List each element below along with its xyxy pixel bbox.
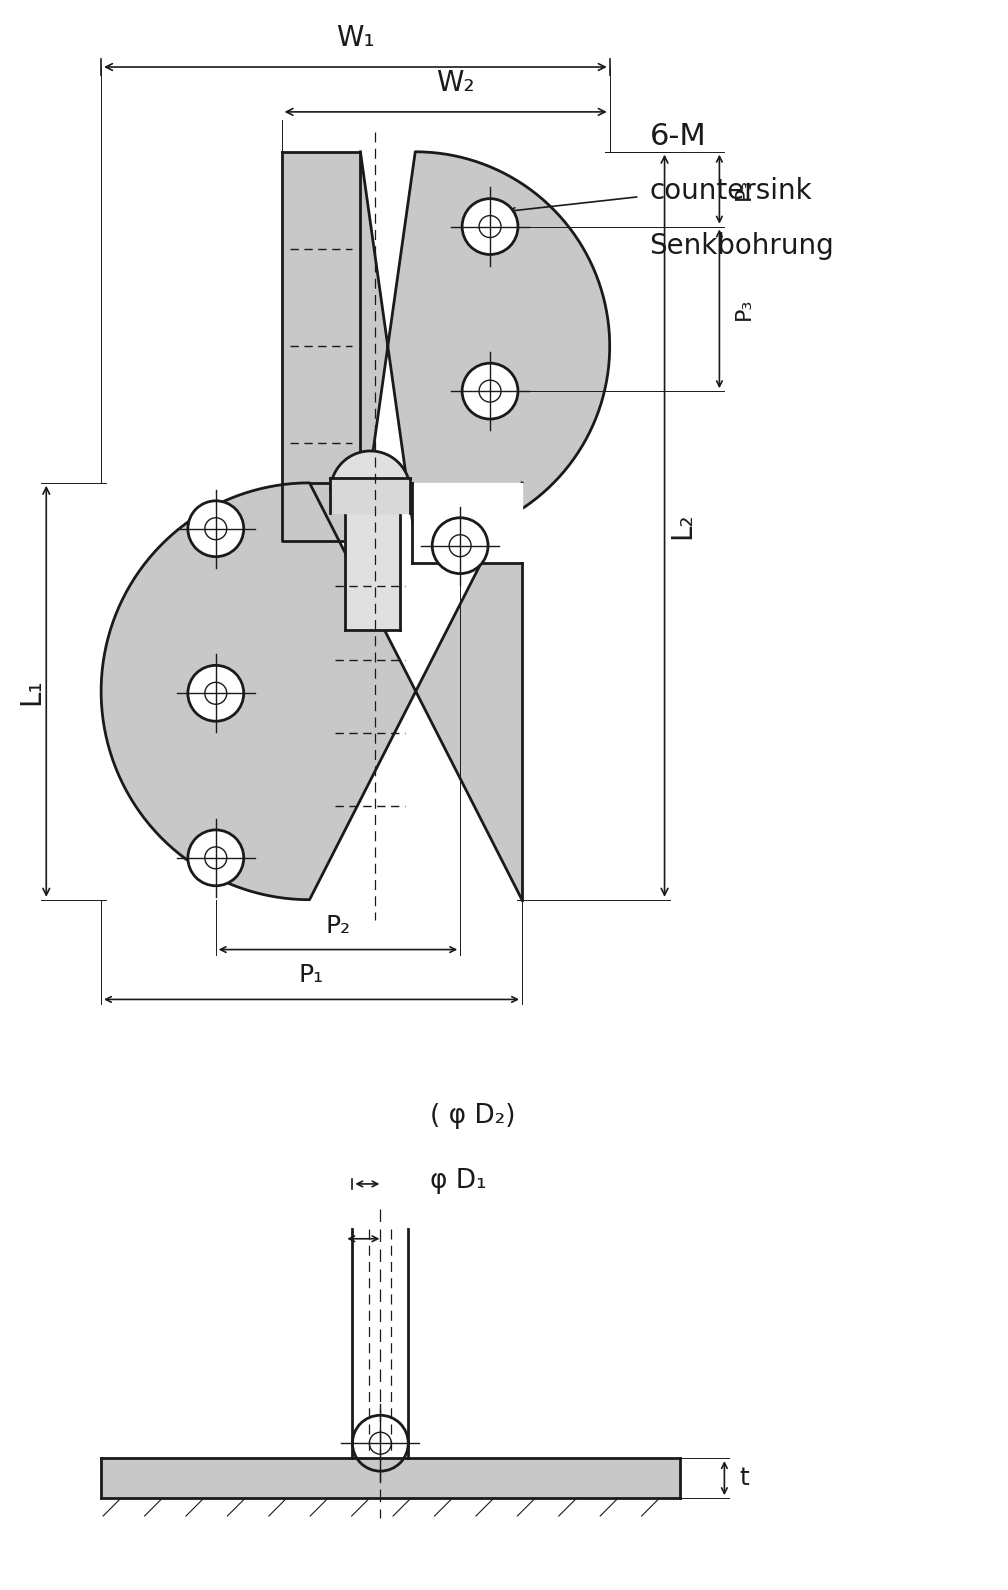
Text: W₂: W₂ — [436, 68, 475, 97]
Circle shape — [462, 199, 518, 254]
Text: t: t — [739, 1466, 749, 1490]
Circle shape — [187, 501, 244, 556]
Text: Senkbohrung: Senkbohrung — [649, 232, 835, 259]
Polygon shape — [101, 1458, 679, 1498]
Circle shape — [187, 665, 244, 722]
Polygon shape — [346, 491, 400, 631]
Text: φ D₁: φ D₁ — [430, 1169, 487, 1194]
Polygon shape — [281, 151, 361, 541]
Polygon shape — [331, 479, 410, 514]
Polygon shape — [331, 452, 410, 491]
Text: L₂: L₂ — [668, 512, 697, 539]
Text: ( φ D₂): ( φ D₂) — [430, 1103, 516, 1129]
Polygon shape — [412, 483, 522, 563]
Circle shape — [432, 518, 488, 574]
Text: 6-M: 6-M — [649, 122, 707, 151]
Text: W₁: W₁ — [336, 24, 375, 52]
Polygon shape — [101, 483, 522, 900]
Text: P₂: P₂ — [326, 914, 351, 938]
Text: L₁: L₁ — [17, 677, 45, 704]
Circle shape — [462, 363, 518, 420]
Text: P₃: P₃ — [735, 297, 754, 320]
Text: P₃: P₃ — [735, 178, 754, 200]
Circle shape — [187, 830, 244, 886]
Text: countersink: countersink — [649, 176, 812, 205]
Text: P₁: P₁ — [299, 964, 325, 987]
Polygon shape — [361, 151, 610, 541]
